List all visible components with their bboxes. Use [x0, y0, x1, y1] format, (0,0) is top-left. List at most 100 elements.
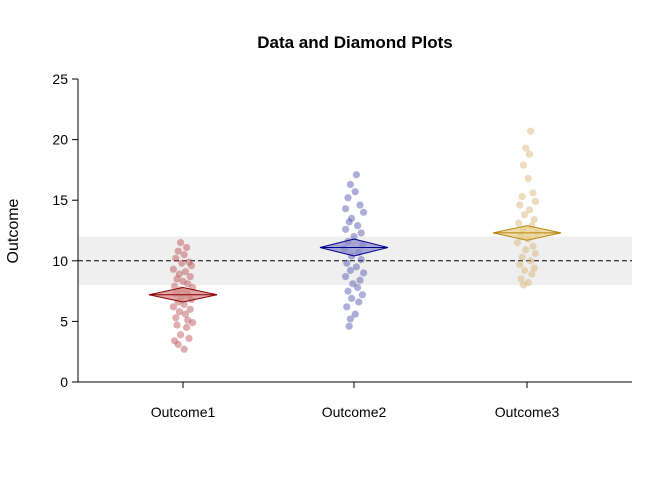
data-point-outcome3	[513, 239, 522, 247]
data-point-outcome1	[175, 270, 183, 278]
data-point-outcome1	[169, 303, 177, 311]
data-point-outcome2	[360, 208, 368, 216]
data-point-outcome1	[172, 254, 180, 262]
data-point-outcome3	[530, 215, 538, 224]
data-point-outcome1	[184, 316, 192, 324]
data-point-outcome3	[515, 219, 523, 227]
data-point-outcome3	[529, 242, 537, 250]
data-point-outcome1	[189, 319, 197, 327]
data-point-outcome2	[357, 229, 365, 237]
data-point-outcome3	[521, 266, 529, 275]
y-tick-label: 25	[52, 71, 68, 87]
data-point-outcome1	[175, 308, 183, 316]
x-tick-label-outcome2: Outcome2	[322, 404, 387, 420]
data-point-outcome3	[522, 144, 530, 152]
data-point-outcome3	[519, 161, 528, 169]
data-point-outcome2	[344, 194, 352, 202]
data-point-outcome3	[521, 211, 529, 219]
data-point-outcome3	[524, 174, 532, 182]
data-point-outcome1	[184, 280, 192, 288]
data-point-outcome2	[342, 205, 350, 213]
data-point-outcome1	[177, 331, 185, 339]
data-point-outcome3	[517, 275, 525, 283]
data-point-outcome1	[180, 251, 188, 259]
data-point-outcome1	[183, 323, 191, 332]
data-point-outcome2	[348, 294, 356, 302]
data-point-outcome3	[529, 189, 537, 197]
data-point-outcome1	[178, 259, 186, 267]
data-point-outcome1	[173, 275, 181, 283]
data-point-outcome2	[356, 276, 364, 284]
data-point-outcome3	[525, 150, 534, 158]
data-point-outcome3	[518, 253, 526, 261]
data-point-outcome2	[351, 310, 359, 318]
data-point-outcome3	[525, 206, 534, 214]
x-tick-label-outcome3: Outcome3	[495, 404, 560, 420]
y-tick-label: 5	[60, 313, 68, 329]
data-point-outcome3	[524, 279, 532, 287]
data-point-outcome1	[186, 305, 194, 313]
data-point-outcome1	[187, 262, 195, 270]
data-point-outcome2	[354, 283, 362, 292]
data-point-outcome2	[358, 291, 366, 299]
data-point-outcome2	[346, 266, 354, 275]
data-point-outcome1	[171, 337, 179, 345]
data-point-outcome1	[173, 321, 181, 329]
data-point-outcome1	[186, 272, 194, 281]
data-point-outcome2	[350, 232, 358, 241]
data-point-outcome1	[185, 258, 193, 266]
data-point-outcome2	[345, 218, 353, 226]
x-tick-label-outcome1: Outcome1	[151, 404, 216, 420]
data-point-outcome2	[343, 259, 351, 267]
y-tick-label: 0	[60, 374, 68, 390]
data-point-outcome2	[352, 263, 360, 271]
data-point-outcome2	[346, 315, 354, 323]
data-point-outcome1	[181, 268, 189, 276]
data-point-outcome2	[345, 322, 353, 330]
chart-title: Data and Diamond Plots	[257, 33, 453, 52]
data-point-outcome2	[354, 222, 362, 230]
y-tick-label: 20	[52, 132, 68, 148]
data-point-outcome2	[348, 214, 356, 222]
data-point-outcome2	[349, 280, 357, 288]
data-point-outcome1	[183, 243, 191, 252]
data-point-outcome2	[344, 287, 352, 295]
data-point-outcome1	[180, 345, 188, 353]
data-point-outcome3	[530, 264, 538, 272]
y-tick-label: 10	[52, 253, 68, 269]
data-point-outcome2	[351, 188, 359, 196]
data-point-outcome3	[519, 281, 528, 289]
data-point-outcome3	[528, 270, 536, 278]
data-point-outcome2	[342, 225, 350, 233]
data-point-outcome3	[527, 257, 535, 265]
data-point-outcome1	[179, 277, 187, 286]
plot-area: 0 5 10 15 20 25 Outcome1 Outcome2 Outcome3	[52, 71, 632, 420]
data-point-outcome3	[531, 197, 540, 206]
data-point-outcome2	[356, 201, 364, 209]
y-axis-label: Outcome	[5, 198, 22, 263]
data-point-outcome3	[531, 249, 540, 258]
data-point-outcome3	[522, 246, 530, 254]
data-point-outcome2	[343, 303, 351, 311]
data-point-outcome1	[180, 300, 188, 309]
data-point-outcome1	[185, 334, 193, 342]
data-point-outcome3	[527, 127, 535, 135]
data-point-outcome2	[352, 171, 360, 179]
data-point-outcome2	[355, 298, 363, 306]
data-point-outcome1	[171, 282, 179, 290]
data-point-outcome1	[181, 310, 189, 318]
data-point-outcome1	[172, 314, 180, 322]
data-point-outcome3	[516, 201, 524, 209]
data-point-outcome1	[174, 247, 182, 255]
data-point-outcome1	[174, 340, 182, 349]
data-point-outcome2	[360, 269, 368, 277]
data-point-outcome2	[357, 255, 365, 264]
data-point-outcome3	[518, 192, 526, 201]
data-point-outcome1	[177, 239, 185, 247]
data-point-outcome1	[169, 265, 177, 273]
data-point-outcome2	[342, 272, 350, 281]
y-tick-label: 15	[52, 192, 68, 208]
data-point-outcome3	[516, 260, 524, 269]
data-point-outcome2	[346, 180, 354, 189]
